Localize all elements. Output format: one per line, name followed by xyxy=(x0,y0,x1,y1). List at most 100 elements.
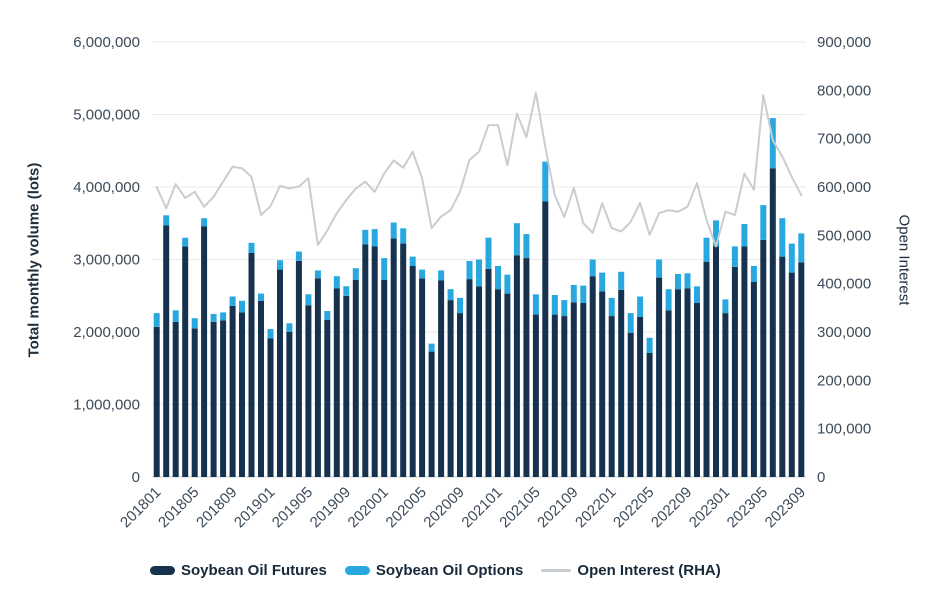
bar-futures xyxy=(153,326,160,477)
left-axis-tick-label: 5,000,000 xyxy=(73,107,140,124)
right-axis-title: Open Interest xyxy=(895,214,913,306)
bar-options xyxy=(409,256,416,266)
left-axis-title: Total monthly volume (lots) xyxy=(25,162,43,358)
right-axis-tick-label: 400,000 xyxy=(817,276,871,293)
x-tick-label: 202301 xyxy=(686,484,733,531)
bar-options xyxy=(637,296,644,317)
bar-options xyxy=(551,295,558,315)
bar-options xyxy=(182,237,189,247)
x-tick-label: 201805 xyxy=(155,484,202,531)
bar-options xyxy=(798,233,805,263)
x-tick-label: 202105 xyxy=(496,484,543,531)
bar-options xyxy=(314,270,321,279)
x-tick-label: 202209 xyxy=(648,484,695,531)
left-axis-tick-label: 3,000,000 xyxy=(73,252,140,269)
x-tick-label: 201801 xyxy=(117,484,164,531)
bar-futures xyxy=(561,316,568,477)
legend-open-interest-label: Open Interest (RHA) xyxy=(577,562,721,579)
bar-options xyxy=(769,118,776,169)
bar-options xyxy=(362,229,369,245)
right-axis-tick-label: 700,000 xyxy=(817,131,871,148)
bar-options xyxy=(513,223,520,256)
open-interest-line-swatch-icon xyxy=(541,569,572,572)
right-axis-tick-label: 500,000 xyxy=(817,227,871,244)
x-tick-label: 201901 xyxy=(231,484,278,531)
bar-futures xyxy=(333,288,340,477)
bar-futures xyxy=(277,269,283,477)
bar-futures xyxy=(390,238,397,477)
right-axis-tick-label: 600,000 xyxy=(817,179,871,196)
bar-options xyxy=(618,271,625,290)
bar-options xyxy=(258,293,264,301)
bar-futures xyxy=(314,278,321,477)
bar-options xyxy=(428,343,435,352)
bar-options xyxy=(627,313,634,333)
bar-options xyxy=(324,311,331,320)
bar-futures xyxy=(750,282,757,477)
bar-futures xyxy=(627,332,634,477)
bar-options xyxy=(277,260,283,270)
bar-options xyxy=(210,313,217,322)
bar-futures xyxy=(618,290,625,477)
left-axis-tick-label: 6,000,000 xyxy=(73,34,140,51)
bar-options xyxy=(608,297,615,316)
legend-futures-label: Soybean Oil Futures xyxy=(181,562,327,579)
chart-legend: Soybean Oil Futures Soybean Oil Options … xyxy=(150,562,721,579)
bar-futures xyxy=(769,168,776,477)
bar-options xyxy=(295,251,302,261)
bar-futures xyxy=(713,246,719,477)
bar-futures xyxy=(684,288,691,477)
bar-futures xyxy=(362,244,369,477)
bar-futures xyxy=(258,300,264,477)
bar-futures xyxy=(239,312,245,477)
bar-options xyxy=(191,318,198,329)
bar-futures xyxy=(485,268,492,477)
bar-options xyxy=(153,313,160,327)
bar-futures xyxy=(646,353,653,477)
x-tick-label: 202309 xyxy=(762,484,809,531)
bar-futures xyxy=(343,295,350,478)
bar-futures xyxy=(457,313,463,477)
right-axis-tick-label: 100,000 xyxy=(817,421,871,438)
bar-options xyxy=(229,296,236,306)
bar-futures xyxy=(172,321,179,477)
bar-options xyxy=(646,337,653,353)
bar-options xyxy=(713,220,719,247)
bar-futures xyxy=(324,319,331,477)
bar-futures xyxy=(731,266,738,478)
bar-options xyxy=(447,289,454,301)
bar-options xyxy=(788,243,795,273)
bar-futures xyxy=(447,300,454,477)
bar-options xyxy=(419,269,426,279)
bar-futures xyxy=(438,280,445,477)
bar-futures xyxy=(295,261,302,477)
bar-futures xyxy=(703,261,710,477)
bar-options xyxy=(561,300,568,316)
bar-futures xyxy=(580,303,587,477)
bar-options xyxy=(760,205,767,240)
legend-item-options: Soybean Oil Options xyxy=(344,562,523,579)
bar-options xyxy=(333,276,340,289)
bar-futures xyxy=(191,328,198,477)
x-tick-label: 202101 xyxy=(458,484,505,531)
bar-options xyxy=(305,294,312,306)
bar-futures xyxy=(381,279,388,477)
left-axis-tick-label: 4,000,000 xyxy=(73,179,140,196)
legend-item-open-interest: Open Interest (RHA) xyxy=(541,562,721,579)
bar-options xyxy=(532,294,539,315)
bar-options xyxy=(675,274,681,290)
bar-options xyxy=(163,215,170,226)
bar-futures xyxy=(201,226,208,477)
x-tick-label: 202001 xyxy=(345,484,392,531)
bar-options xyxy=(656,259,663,278)
bar-futures xyxy=(637,316,644,477)
bar-futures xyxy=(760,239,767,477)
bar-options xyxy=(457,297,463,314)
x-tick-label: 202005 xyxy=(383,484,430,531)
bar-futures xyxy=(352,279,359,477)
right-axis-tick-label: 900,000 xyxy=(817,34,871,51)
bar-options xyxy=(703,237,710,262)
bar-options xyxy=(741,224,748,247)
bar-options xyxy=(542,161,549,202)
bar-futures xyxy=(495,289,501,477)
